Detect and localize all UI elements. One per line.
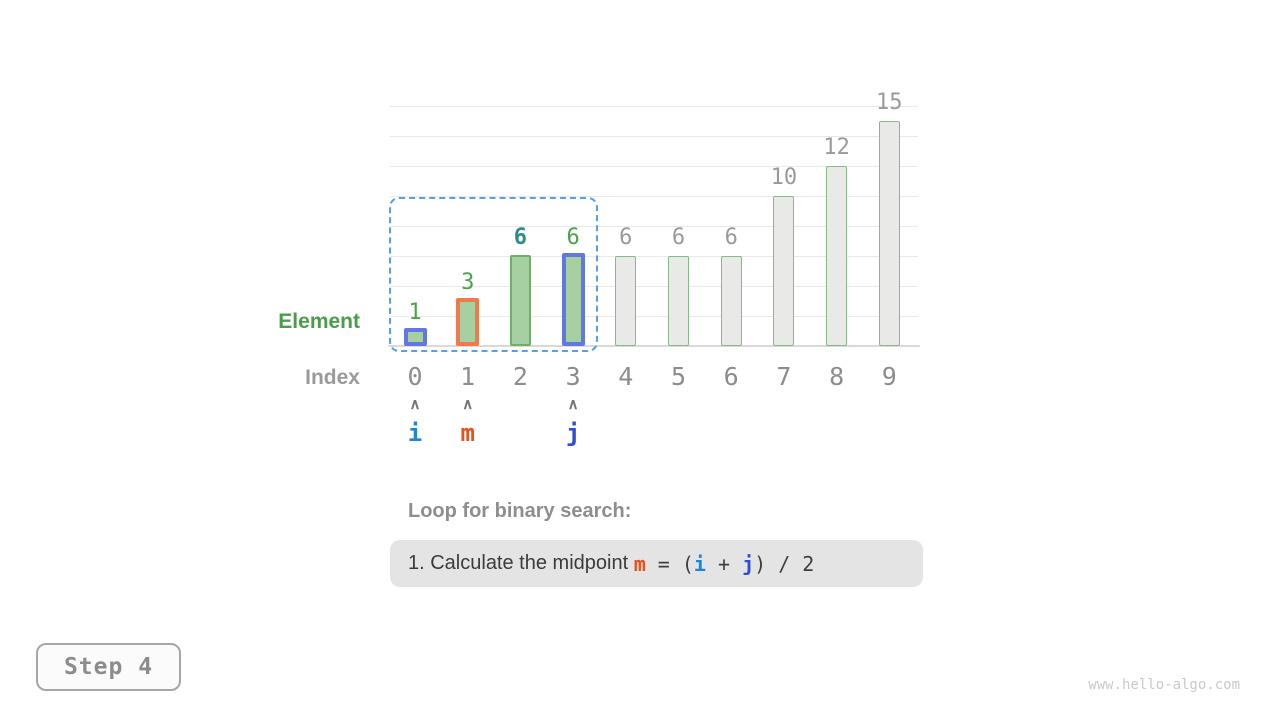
index-label-1: 1: [460, 362, 476, 391]
formula-token-1: = (: [645, 551, 694, 576]
index-label-9: 9: [881, 362, 897, 391]
value-label-3: 6: [566, 225, 580, 250]
gridline-y2: [390, 316, 918, 317]
watermark-url: www.hello-algo.com: [1088, 677, 1240, 693]
value-label-1: 3: [461, 270, 475, 295]
x-axis-line: [388, 345, 920, 347]
value-label-9: 15: [876, 90, 903, 115]
value-label-0: 1: [408, 300, 422, 325]
formula-token-5: ) / 2: [754, 551, 815, 576]
index-label-5: 5: [670, 362, 687, 391]
bar-index-3: [561, 253, 585, 346]
value-label-8: 12: [823, 135, 850, 160]
bar-index-5: [668, 256, 689, 346]
pointer-label-i: i: [407, 419, 423, 447]
value-label-6: 6: [724, 225, 738, 250]
index-label-4: 4: [618, 362, 634, 391]
pointer-arrow-i: ∧: [409, 396, 421, 413]
gridline-y16: [390, 106, 918, 107]
pointer-label-m: m: [460, 419, 475, 447]
pointer-arrow-j: ∧: [567, 396, 579, 413]
bar-index-0: [403, 328, 427, 346]
index-label-0: 0: [407, 362, 423, 391]
step-description-box: 1. Calculate the midpoint m = (i + j) / …: [390, 540, 923, 587]
index-row-label: Index: [305, 366, 360, 389]
gridline-y4: [390, 286, 918, 287]
gridline-y14: [390, 136, 918, 137]
index-label-7: 7: [776, 362, 792, 391]
caption-heading: Loop for binary search:: [408, 500, 632, 522]
index-label-3: 3: [565, 362, 581, 391]
gridline-y8: [390, 226, 918, 227]
index-label-8: 8: [829, 362, 845, 391]
midpoint-formula: m = (i + j) / 2: [634, 552, 815, 576]
element-row-label: Element: [278, 310, 360, 333]
formula-token-3: +: [705, 551, 743, 576]
formula-token-4: j: [742, 551, 755, 576]
search-range-box: [389, 197, 598, 352]
bar-index-7: [773, 196, 795, 346]
pointer-label-j: j: [565, 419, 581, 447]
pointer-arrow-m: ∧: [462, 396, 474, 413]
bar-index-9: [878, 121, 900, 346]
bar-index-8: [826, 166, 848, 346]
step-description-text: 1. Calculate the midpoint: [408, 552, 634, 574]
bar-index-4: [615, 256, 637, 346]
value-label-7: 10: [770, 165, 798, 190]
step-button[interactable]: Step 4: [36, 643, 181, 691]
gridline-y6: [390, 256, 918, 257]
formula-token-2: i: [693, 551, 706, 576]
formula-token-0: m: [633, 551, 646, 576]
value-label-2: 6: [513, 225, 528, 250]
bar-index-6: [720, 256, 742, 346]
index-label-2: 2: [512, 362, 528, 391]
value-label-5: 6: [671, 225, 686, 250]
bar-index-1: [456, 298, 480, 346]
value-label-4: 6: [619, 225, 633, 250]
bar-index-2: [509, 255, 531, 346]
gridline-y12: [390, 166, 918, 167]
index-label-6: 6: [723, 362, 739, 391]
step-button-label: Step 4: [63, 654, 154, 680]
gridline-y10: [390, 196, 918, 197]
